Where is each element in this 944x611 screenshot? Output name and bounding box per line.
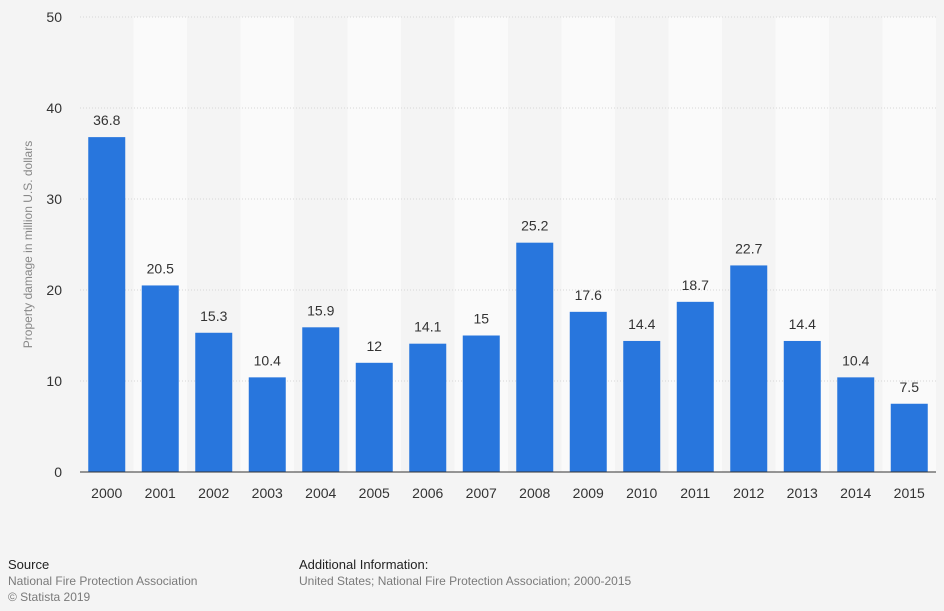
- data-label: 15: [473, 311, 489, 327]
- column-band: [882, 17, 936, 472]
- data-label: 10.4: [842, 352, 869, 368]
- bar: [676, 301, 714, 472]
- data-label: 14.4: [628, 316, 655, 332]
- data-label: 17.6: [575, 287, 602, 303]
- bars: 36.8 20.5 15.3 10.4 15.9 12 14.1 15 25.2 17.6 14.4…: [88, 112, 928, 472]
- source-title: Source: [8, 557, 50, 572]
- bar: [248, 377, 286, 472]
- source-block: Source National Fire Protection Associat…: [8, 557, 197, 605]
- x-tick-label: 2005: [359, 485, 390, 501]
- data-label: 18.7: [682, 277, 709, 293]
- x-tick-label: 2011: [680, 485, 710, 501]
- x-tick-label: 2007: [466, 485, 497, 501]
- bar: [355, 362, 393, 472]
- x-tick-label: 2010: [626, 485, 657, 501]
- data-label: 36.8: [93, 112, 120, 128]
- data-label: 10.4: [254, 352, 281, 368]
- data-label: 20.5: [147, 260, 174, 276]
- x-tick-label: 2000: [91, 485, 122, 501]
- data-label: 12: [366, 338, 382, 354]
- data-label: 14.4: [789, 316, 816, 332]
- bar: [623, 340, 661, 472]
- data-label: 15.9: [307, 302, 334, 318]
- x-tick-label: 2001: [145, 485, 176, 501]
- x-tick-label: 2009: [573, 485, 604, 501]
- x-tick-label: 2002: [198, 485, 229, 501]
- x-tick-label: 2003: [252, 485, 283, 501]
- x-tick-label: 2008: [519, 485, 550, 501]
- x-tick-label: 2012: [733, 485, 764, 501]
- y-tick-label: 50: [46, 9, 62, 25]
- x-tick-label: 2013: [787, 485, 818, 501]
- bar: [462, 335, 500, 472]
- data-label: 15.3: [200, 308, 227, 324]
- y-tick-label: 0: [54, 464, 62, 480]
- additional-info-title: Additional Information:: [299, 557, 429, 572]
- bar: [88, 137, 126, 472]
- bar: [302, 327, 340, 472]
- x-tick-label: 2004: [305, 485, 336, 501]
- data-label: 14.1: [414, 319, 441, 335]
- bar: [890, 403, 928, 472]
- x-tick-label: 2006: [412, 485, 443, 501]
- x-tick-label: 2014: [840, 485, 871, 501]
- bar: [569, 311, 607, 472]
- bar: [195, 332, 233, 472]
- bar: [837, 377, 875, 472]
- data-label: 25.2: [521, 218, 548, 234]
- x-axis-ticks: 2000 2001 2002 2003 2004 2005 2006 2007 2008 2009…: [91, 485, 925, 501]
- copyright: © Statista 2019: [8, 590, 91, 604]
- bar: [516, 242, 554, 472]
- additional-info-block: Additional Information: United States; N…: [299, 557, 631, 589]
- x-tick-label: 2015: [894, 485, 925, 501]
- y-axis-ticks: 0 10 20 30 40 50: [46, 9, 62, 480]
- bar: [730, 265, 768, 472]
- bar: [141, 285, 179, 472]
- y-tick-label: 30: [46, 191, 62, 207]
- source-name: National Fire Protection Association: [8, 574, 198, 588]
- data-label: 7.5: [900, 379, 920, 395]
- data-label: 22.7: [735, 240, 762, 256]
- y-tick-label: 10: [46, 373, 62, 389]
- bar-chart: 0 10 20 30 40 50 36.8 20.5 15.3 10.4 15.9 12 14.1 15…: [21, 9, 936, 501]
- y-tick-label: 40: [46, 100, 62, 116]
- bar: [783, 340, 821, 472]
- y-axis-label: Property damage in million U.S. dollars: [21, 141, 35, 348]
- bar: [409, 343, 447, 472]
- y-tick-label: 20: [46, 282, 62, 298]
- additional-info-text: United States; National Fire Protection …: [299, 574, 632, 588]
